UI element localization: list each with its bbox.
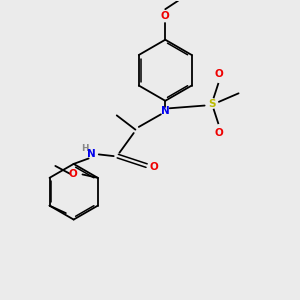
Text: S: S [208,98,216,109]
Text: N: N [161,106,170,116]
Text: O: O [161,11,170,21]
Text: O: O [214,69,223,79]
Text: H: H [81,144,89,153]
Text: O: O [214,128,223,138]
Text: O: O [69,169,77,179]
Text: N: N [87,149,96,159]
Text: O: O [149,162,158,172]
